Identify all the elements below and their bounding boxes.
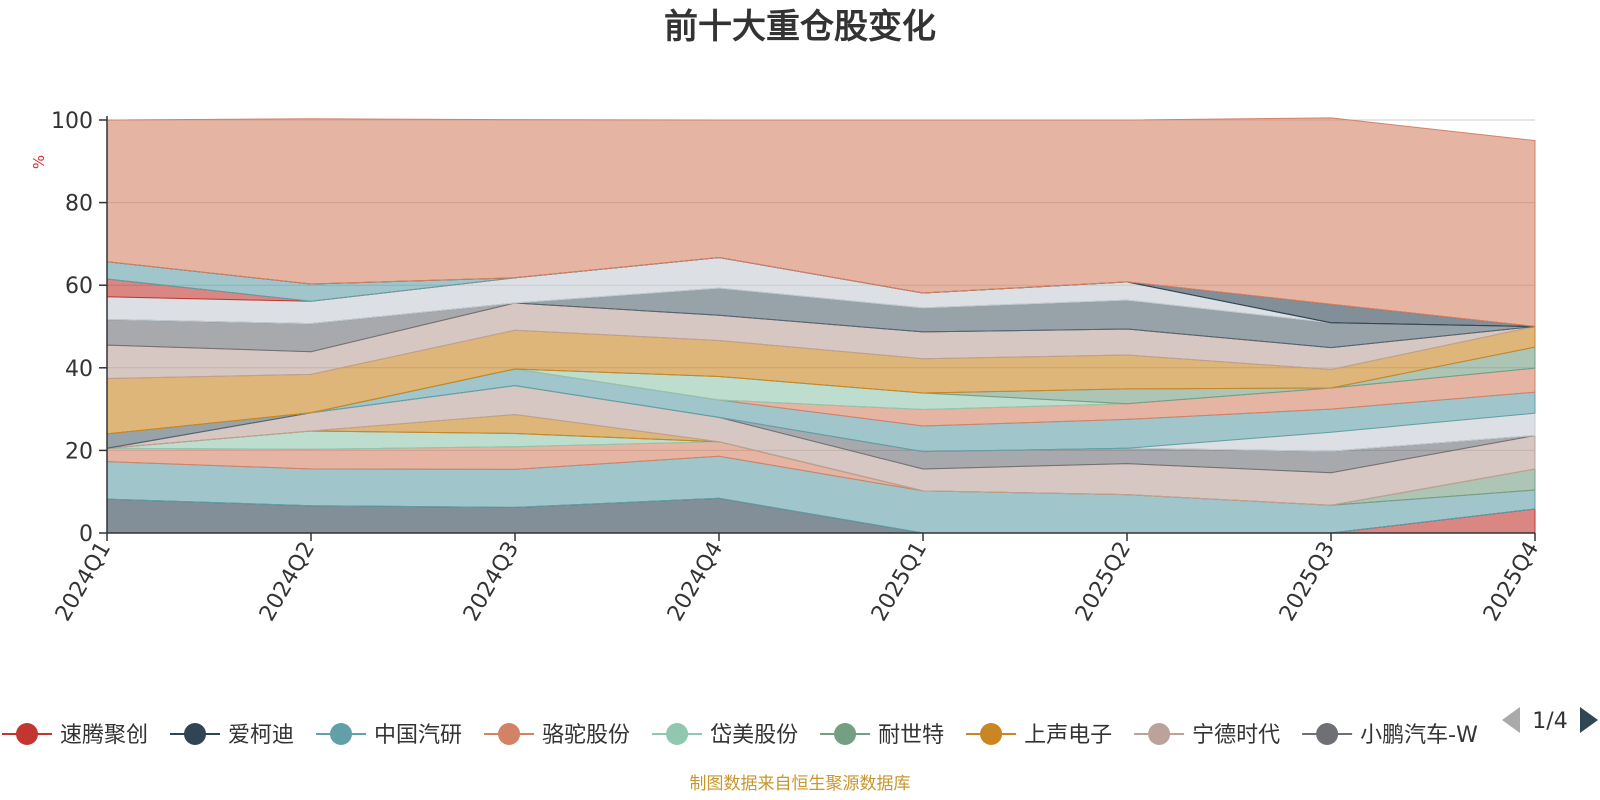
legend: 速腾聚创 爱柯迪 中国汽研 骆驼股份 岱美股份 耐世特 上声电子 宁德时代 小鹏汽车-W <box>2 723 1478 748</box>
legend-label: 爱柯迪 <box>228 723 294 748</box>
legend-item[interactable]: 中国汽研 <box>316 723 462 748</box>
x-tick-label: 2025Q1 <box>867 538 932 626</box>
x-tick-label: 2024Q1 <box>51 538 116 626</box>
x-tick-label: 2025Q3 <box>1275 538 1340 626</box>
legend-label: 小鹏汽车-W <box>1360 723 1478 748</box>
legend-page-indicator: 1/4 <box>1532 709 1567 734</box>
legend-prev-icon[interactable] <box>1502 707 1520 733</box>
y-tick-label: 20 <box>65 439 93 464</box>
legend-circle-icon <box>184 723 207 745</box>
area-series-group <box>106 117 1536 534</box>
x-tick-label: 2024Q3 <box>459 538 524 626</box>
legend-label: 中国汽研 <box>374 723 462 748</box>
legend-item[interactable]: 岱美股份 <box>652 723 798 748</box>
y-tick-label: 60 <box>65 274 93 299</box>
y-axis-unit: % <box>30 155 48 169</box>
legend-item[interactable]: 上声电子 <box>966 723 1112 748</box>
x-axis-ticks: 2024Q1 2024Q2 2024Q3 2024Q4 2025Q1 2025Q2 2025… <box>51 533 1544 626</box>
legend-label: 上声电子 <box>1024 723 1112 748</box>
legend-circle-icon <box>16 723 38 745</box>
y-axis-ticks: 0 20 40 60 80 100 <box>51 109 107 547</box>
legend-circle-icon <box>666 723 689 745</box>
data-source-note: 制图数据来自恒生聚源数据库 <box>690 774 911 794</box>
area-series-23[interactable] <box>106 117 1536 328</box>
legend-next-icon[interactable] <box>1580 707 1598 733</box>
legend-label: 耐世特 <box>878 723 944 748</box>
legend-item[interactable]: 小鹏汽车-W <box>1302 723 1478 748</box>
legend-label: 骆驼股份 <box>542 723 630 748</box>
legend-circle-icon <box>1148 723 1171 745</box>
legend-circle-icon <box>1316 723 1339 745</box>
y-tick-label: 80 <box>65 192 93 217</box>
legend-item[interactable]: 耐世特 <box>820 723 944 748</box>
legend-circle-icon <box>330 723 353 745</box>
legend-circle-icon <box>980 723 1003 745</box>
legend-item[interactable]: 骆驼股份 <box>484 723 630 748</box>
legend-item[interactable]: 宁德时代 <box>1134 723 1280 748</box>
legend-item[interactable]: 速腾聚创 <box>2 723 148 748</box>
y-tick-label: 100 <box>51 109 93 134</box>
legend-circle-icon <box>834 723 857 745</box>
legend-item[interactable]: 爱柯迪 <box>170 723 294 748</box>
x-tick-label: 2025Q2 <box>1071 538 1136 626</box>
x-tick-label: 2025Q4 <box>1479 538 1544 626</box>
legend-label: 岱美股份 <box>710 723 798 748</box>
x-tick-label: 2024Q2 <box>255 538 320 626</box>
y-tick-label: 40 <box>65 357 93 382</box>
legend-pager: 1/4 <box>1502 707 1598 734</box>
legend-label: 速腾聚创 <box>60 723 148 748</box>
legend-circle-icon <box>498 723 521 745</box>
y-tick-label: 0 <box>79 522 93 547</box>
legend-label: 宁德时代 <box>1192 723 1280 748</box>
axes <box>106 116 1535 534</box>
x-tick-label: 2024Q4 <box>663 538 728 626</box>
chart-title: 前十大重仓股变化 <box>664 7 936 47</box>
